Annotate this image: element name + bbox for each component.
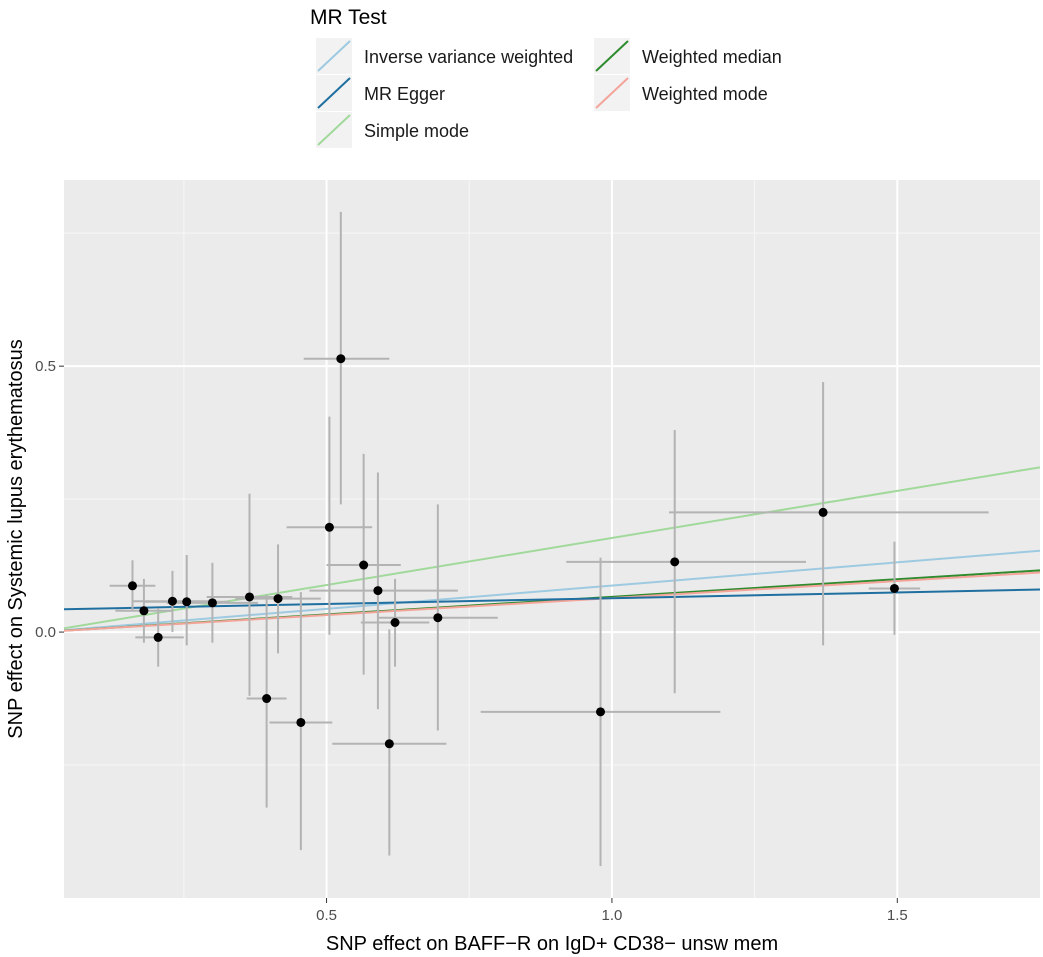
data-point-4 (182, 597, 192, 607)
data-point-2 (153, 632, 163, 642)
legend-swatch-weighted-mode (595, 77, 629, 109)
data-point-19 (818, 507, 828, 517)
fit-line-mr-egger (63, 588, 1041, 611)
fit-line-inverse-variance-weighted (63, 549, 1041, 632)
legend-label-mr-egger: MR Egger (364, 84, 445, 104)
legend-label-weighted-median: Weighted median (642, 47, 782, 67)
legend-label-inverse-variance-weighted: Inverse variance weighted (364, 47, 573, 67)
minor-gridlines (64, 180, 1040, 898)
data-point-15 (390, 618, 400, 628)
y-axis-ticks: 0.0 0.5 (35, 358, 64, 641)
data-point-11 (336, 354, 346, 364)
data-point-18 (670, 557, 680, 567)
legend-swatch-weighted-median (595, 40, 629, 72)
plot-panel (64, 180, 1040, 898)
data-point-0 (127, 581, 137, 591)
legend-title: MR Test (310, 6, 387, 29)
data-point-16 (433, 613, 443, 623)
legend-label-simple-mode: Simple mode (364, 121, 469, 141)
data-point-7 (262, 694, 272, 704)
legend: MR Test Inverse variance weighted MR Egge… (310, 6, 782, 148)
y-tick-label-0: 0.0 (35, 624, 56, 641)
legend-swatch-inverse-variance-weighted (317, 40, 351, 72)
major-gridlines (64, 180, 1040, 898)
data-point-12 (359, 560, 369, 570)
x-axis-ticks: 0.5 1.0 1.5 (316, 898, 908, 924)
data-point-20 (889, 583, 899, 593)
legend-swatch-mr-egger (317, 77, 351, 109)
x-tick-label-2: 1.5 (887, 907, 908, 924)
data-point-9 (296, 717, 306, 727)
y-tick-label-1: 0.5 (35, 358, 56, 375)
data-point-6 (244, 592, 254, 602)
x-axis-title: SNP effect on BAFF−R on IgD+ CD38− unsw … (326, 933, 778, 955)
legend-swatch-simple-mode (317, 114, 351, 146)
data-points (127, 354, 899, 749)
data-point-13 (373, 586, 383, 596)
fit-line-weighted-mode (63, 571, 1041, 632)
x-tick-label-0: 0.5 (316, 907, 337, 924)
data-point-17 (596, 707, 606, 717)
data-point-8 (273, 594, 283, 604)
x-tick-label-1: 1.0 (602, 907, 623, 924)
data-point-10 (324, 522, 334, 532)
y-axis-title: SNP effect on Systemic lupus erythematos… (5, 339, 27, 738)
data-point-3 (167, 596, 177, 606)
data-point-14 (384, 739, 394, 749)
legend-label-weighted-mode: Weighted mode (642, 84, 768, 104)
data-point-5 (207, 598, 217, 608)
data-point-1 (139, 606, 149, 616)
